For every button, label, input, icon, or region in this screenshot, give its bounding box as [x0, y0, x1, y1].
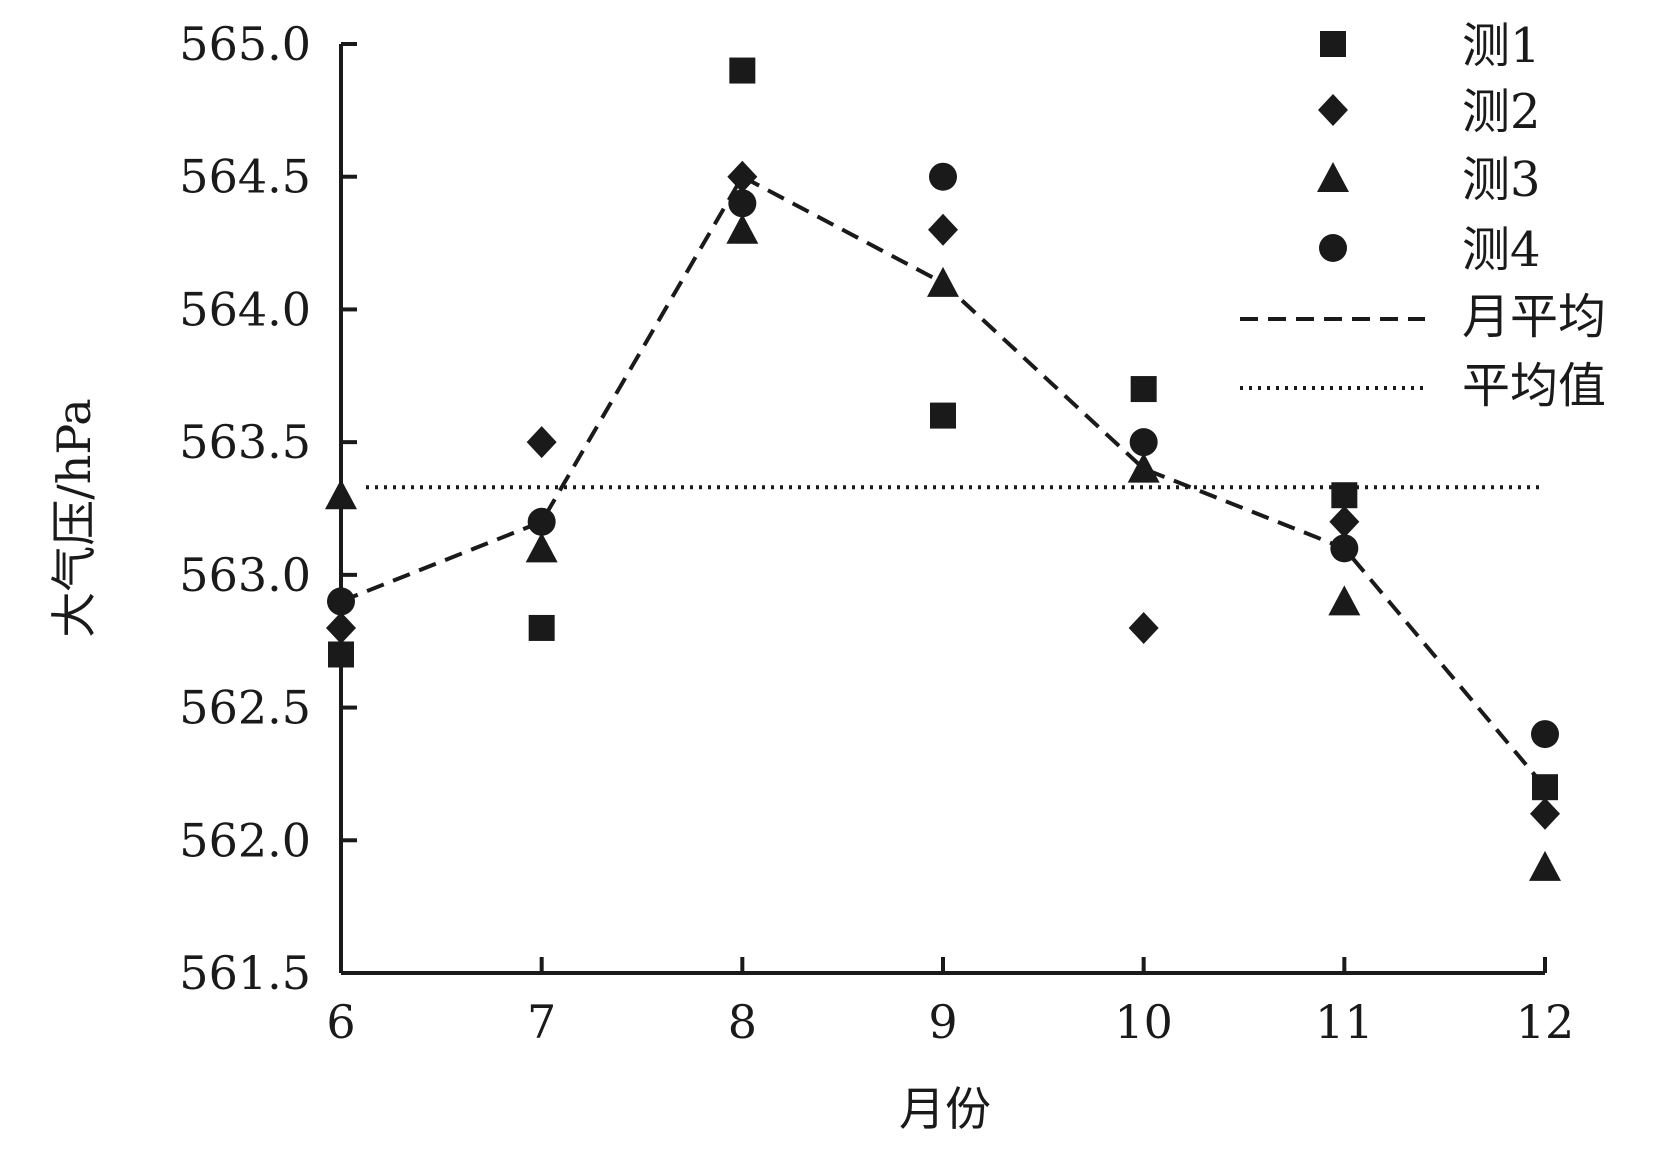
series-2-point	[727, 160, 758, 193]
series-2-point	[928, 213, 958, 246]
series-points	[325, 57, 1561, 881]
series-2-point	[526, 426, 557, 459]
series-1-point	[930, 402, 956, 429]
legend-label: 测2	[1462, 84, 1541, 140]
x-tick-label: 7	[527, 995, 556, 1049]
x-tick-label: 6	[326, 995, 355, 1049]
x-tick-label: 8	[728, 995, 757, 1049]
legend-symbol-diamond	[1318, 94, 1348, 126]
y-tick-label: 562.5	[179, 681, 311, 735]
series-4-point	[1129, 428, 1158, 457]
y-tick-label: 564.0	[179, 282, 311, 336]
series-2-point	[326, 611, 356, 644]
y-tick-label: 563.0	[179, 548, 311, 602]
series-4-point	[527, 507, 556, 536]
series-2-point	[1530, 797, 1560, 830]
series-3-point	[1127, 452, 1160, 483]
series-3-point	[726, 213, 759, 244]
series-4-point	[728, 189, 757, 218]
y-tick-label: 563.5	[179, 415, 311, 469]
series-1-point	[1331, 482, 1358, 509]
y-tick-label: 561.5	[179, 946, 311, 1000]
series-3-point	[1529, 850, 1561, 881]
series-4-point	[1531, 720, 1559, 749]
legend-label: 平均值	[1462, 358, 1606, 414]
y-tick-label: 565.0	[179, 17, 311, 71]
x-tick-label: 11	[1315, 995, 1374, 1049]
x-tick-label: 9	[928, 995, 957, 1049]
series-1-point	[1532, 774, 1558, 801]
series-2-point	[1128, 611, 1159, 644]
series-4-point	[1330, 534, 1359, 563]
x-axis-label: 月份	[899, 1082, 991, 1136]
series-3-point	[525, 532, 558, 563]
series-3-point	[1328, 585, 1361, 616]
y-axis-label: 大气压/hPa	[47, 398, 101, 637]
series-1-point	[528, 614, 555, 641]
y-tick-label: 562.0	[179, 813, 311, 867]
legend-label: 测1	[1462, 18, 1541, 74]
legend-symbol-circle	[1319, 234, 1347, 262]
series-4-point	[327, 587, 355, 616]
legend-label: 测3	[1462, 152, 1541, 208]
legend-label: 测4	[1462, 222, 1541, 278]
series-3-point	[927, 266, 959, 297]
legend-symbol-triangle	[1317, 162, 1349, 192]
series-4-point	[929, 162, 957, 191]
x-axis-ticks: 6 7 8 9 10 11 12	[326, 957, 1574, 1049]
legend-symbol-square	[1320, 31, 1346, 57]
series-1-point	[328, 641, 354, 668]
x-tick-label: 10	[1114, 995, 1173, 1049]
y-tick-label: 564.5	[179, 150, 311, 204]
series-1-point	[1130, 376, 1157, 403]
series-3-point	[325, 479, 357, 510]
legend-label: 月平均	[1462, 289, 1606, 345]
y-axis-ticks: 561.5 562.0 562.5 563.0 563.5 564.0 564.5 565.0	[179, 17, 357, 1000]
series-1-point	[729, 57, 756, 84]
x-tick-label: 12	[1516, 995, 1575, 1049]
series-2-point	[1329, 505, 1360, 538]
